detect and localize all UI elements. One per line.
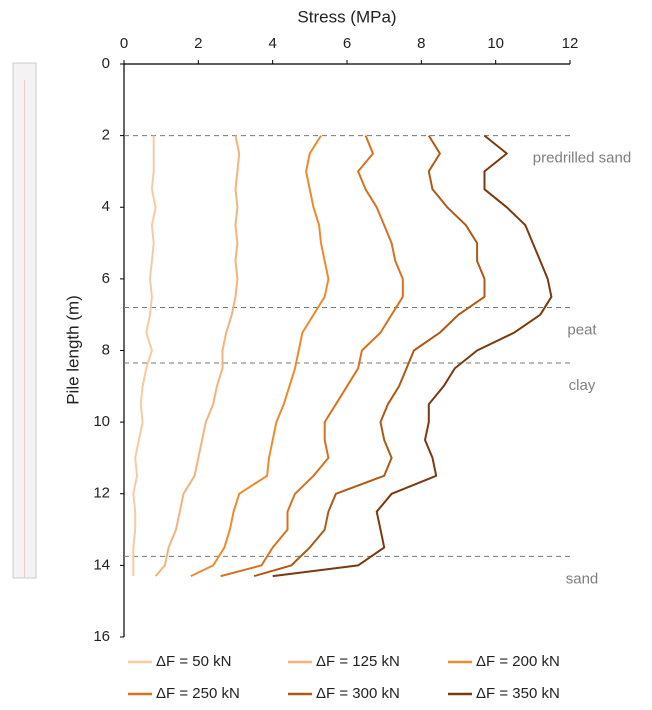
y-tick-label: 14 — [93, 556, 110, 573]
series-line — [253, 135, 486, 578]
layer-label: peat — [567, 321, 597, 338]
y-axis-title: Pile length (m) — [63, 295, 82, 405]
series-line — [272, 134, 553, 578]
layer-label: sand — [566, 570, 599, 587]
legend-label: ΔF = 200 kN — [476, 653, 560, 670]
x-tick-label: 4 — [268, 35, 276, 52]
x-tick-label: 12 — [562, 35, 579, 52]
y-tick-label: 0 — [102, 55, 110, 72]
series-line — [190, 135, 330, 578]
y-tick-label: 10 — [93, 413, 110, 430]
x-tick-label: 0 — [120, 35, 128, 52]
series-line — [132, 135, 157, 577]
layer-label: clay — [569, 377, 596, 394]
legend-label: ΔF = 300 kN — [316, 685, 400, 702]
y-tick-label: 6 — [102, 270, 110, 287]
x-tick-label: 2 — [194, 35, 202, 52]
legend-label: ΔF = 50 kN — [156, 653, 231, 670]
y-tick-label: 12 — [93, 485, 110, 502]
y-tick-label: 8 — [102, 341, 110, 358]
x-tick-label: 8 — [417, 35, 425, 52]
y-tick-label: 4 — [102, 198, 110, 215]
y-tick-label: 16 — [93, 628, 110, 645]
series-line — [154, 135, 241, 577]
legend-label: ΔF = 250 kN — [156, 685, 240, 702]
layer-label: predrilled sand — [533, 150, 631, 167]
series-line — [220, 135, 404, 578]
x-tick-label: 10 — [487, 35, 504, 52]
legend-label: ΔF = 350 kN — [476, 685, 560, 702]
x-axis-title: Stress (MPa) — [297, 7, 396, 26]
x-tick-label: 6 — [343, 35, 351, 52]
y-tick-label: 2 — [102, 127, 110, 144]
legend-label: ΔF = 125 kN — [316, 653, 400, 670]
